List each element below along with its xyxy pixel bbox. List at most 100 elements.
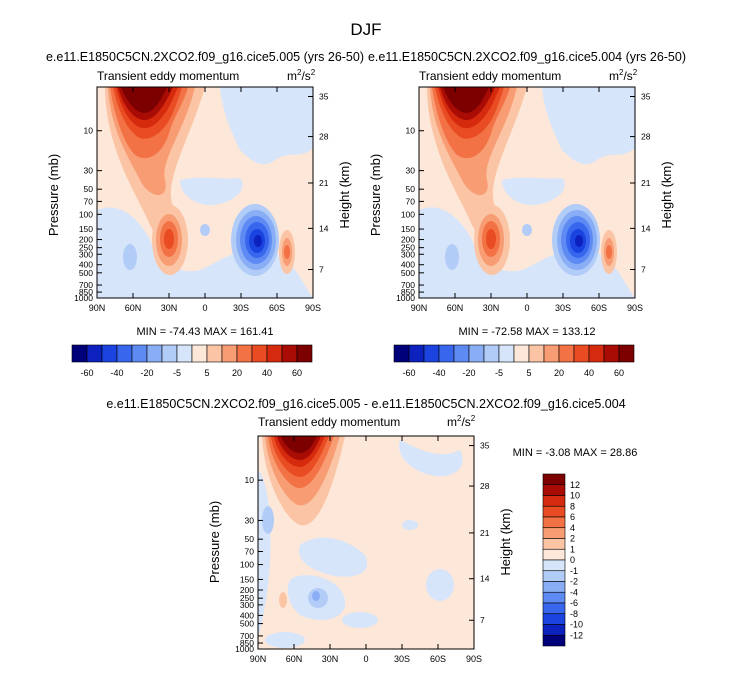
colorbar-swatch xyxy=(542,527,566,539)
colorbar-swatch xyxy=(498,344,515,363)
y2-tick-label: 21 xyxy=(319,178,329,188)
y-tick-label: 300 xyxy=(401,249,415,259)
y2-tick-label: 28 xyxy=(480,481,490,491)
colorbar-swatch xyxy=(281,344,298,363)
x-tick-label: 30S xyxy=(394,654,410,664)
colorbar-swatch xyxy=(251,344,268,363)
y-tick-label: 30 xyxy=(84,166,94,176)
panel-c-axes: 90N 60N 30N 0 30S 60S 90S103050701001502002503… xyxy=(235,436,490,664)
colorbar-swatch xyxy=(423,344,440,363)
x-tick-label: 90S xyxy=(305,303,321,313)
colorbar-swatch xyxy=(543,344,560,363)
x-tick-label: 60S xyxy=(430,654,446,664)
y-tick-label: 200 xyxy=(240,585,254,595)
y-tick-label: 200 xyxy=(401,235,415,245)
colorbar-label: -40 xyxy=(432,368,445,378)
y-tick-label: 300 xyxy=(79,249,93,259)
colorbar-label: -5 xyxy=(173,368,181,378)
colorbar-swatch xyxy=(176,344,193,363)
x-tick-label: 0 xyxy=(524,303,529,313)
panel-a-title: e.e11.E1850C5CN.2XCO2.f09_g16.cice5.005 … xyxy=(46,50,364,64)
colorbar-swatch xyxy=(483,344,500,363)
colorbar-label: -4 xyxy=(570,587,578,597)
colorbar-swatch xyxy=(542,548,566,561)
colorbar-swatch xyxy=(161,344,178,363)
panel-b-units: m2/s2 xyxy=(609,68,638,83)
y-tick-label: 700 xyxy=(79,280,93,290)
y-tick-label: 50 xyxy=(84,184,94,194)
y-tick-label: 700 xyxy=(240,631,254,641)
colorbar-label: -2 xyxy=(570,577,578,587)
y2-tick-label: 35 xyxy=(319,91,329,101)
y2-tick-label: 35 xyxy=(480,441,490,451)
y-tick-label: 150 xyxy=(79,224,93,234)
colorbar-swatch xyxy=(542,602,566,615)
colorbar-swatch xyxy=(266,344,283,363)
panel-c-units: m2/s2 xyxy=(447,414,476,429)
colorbar-swatch xyxy=(603,344,620,363)
y2-tick-label: 21 xyxy=(641,178,651,188)
colorbar-label: 6 xyxy=(570,512,575,522)
colorbar-label: 40 xyxy=(584,368,594,378)
x-tick-label: 90S xyxy=(466,654,482,664)
colorbar-label: 1 xyxy=(570,544,575,554)
colorbar-label: -10 xyxy=(570,620,583,630)
y-tick-label: 100 xyxy=(401,209,415,219)
y-tick-label: 100 xyxy=(240,560,254,570)
colorbar-swatch xyxy=(468,344,485,363)
colorbar-label: 5 xyxy=(204,368,209,378)
panel-a: e.e11.E1850C5CN.2XCO2.f09_g16.cice5.005 … xyxy=(46,50,364,378)
y-tick-label: 150 xyxy=(401,224,415,234)
x-tick-label: 30S xyxy=(233,303,249,313)
panel-a-subtitle: Transient eddy momentum xyxy=(97,69,239,83)
x-tick-label: 30N xyxy=(483,303,500,313)
colorbar-swatch xyxy=(453,344,470,363)
colorbar-label: 10 xyxy=(570,491,580,501)
colorbar-swatch xyxy=(542,559,566,572)
colorbar-swatch xyxy=(71,344,88,363)
y-tick-label: 500 xyxy=(79,268,93,278)
panel-c-title: e.e11.E1850C5CN.2XCO2.f09_g16.cice5.005 … xyxy=(106,397,625,411)
panel-c-field xyxy=(258,436,474,649)
y2-tick-label: 35 xyxy=(641,91,651,101)
y-tick-label: 1000 xyxy=(235,644,254,654)
y-tick-label: 70 xyxy=(84,196,94,206)
colorbar-swatch xyxy=(393,344,410,363)
panel-c-stats: MIN = -3.08 MAX = 28.86 xyxy=(513,447,638,459)
panel-b: e.e11.E1850C5CN.2XCO2.f09_g16.cice5.004 … xyxy=(368,50,686,378)
y2-tick-label: 21 xyxy=(480,528,490,538)
colorbar-label: 60 xyxy=(292,368,302,378)
colorbar-swatch xyxy=(191,344,208,363)
colorbar-swatch xyxy=(146,344,163,363)
panel-a-colorbar: -60 -40 -20 -5 5 20 40 60 xyxy=(71,344,313,378)
panel-c-subtitle: Transient eddy momentum xyxy=(258,415,400,429)
y-tick-label: 200 xyxy=(79,235,93,245)
y-tick-label: 1000 xyxy=(396,293,415,303)
y2-tick-label: 14 xyxy=(319,223,329,233)
panel-b-field xyxy=(419,87,635,298)
y-tick-label: 500 xyxy=(240,619,254,629)
panel-b-stats: MIN = -72.58 MAX = 133.12 xyxy=(459,326,596,338)
colorbar-label: -20 xyxy=(462,368,475,378)
panel-b-title: e.e11.E1850C5CN.2XCO2.f09_g16.cice5.004 … xyxy=(368,50,686,64)
colorbar-swatch xyxy=(542,613,566,625)
y-tick-label: 700 xyxy=(401,280,415,290)
x-tick-label: 0 xyxy=(363,654,368,664)
x-tick-label: 90N xyxy=(411,303,428,313)
colorbar-swatch xyxy=(588,344,605,363)
y2-tick-label: 14 xyxy=(641,223,651,233)
panel-a-ylabel: Pressure (mb) xyxy=(46,154,61,236)
y-tick-label: 100 xyxy=(79,209,93,219)
colorbar-swatch xyxy=(542,495,566,507)
panel-b-subtitle: Transient eddy momentum xyxy=(419,69,561,83)
panel-c: e.e11.E1850C5CN.2XCO2.f09_g16.cice5.005 … xyxy=(106,397,637,664)
colorbar-swatch xyxy=(542,581,566,593)
colorbar-swatch xyxy=(101,344,118,363)
y2-tick-label: 14 xyxy=(480,574,490,584)
y2-tick-label: 7 xyxy=(641,265,646,275)
y-tick-label: 400 xyxy=(401,260,415,270)
y-tick-label: 850 xyxy=(401,287,415,297)
colorbar-swatch xyxy=(542,591,566,604)
